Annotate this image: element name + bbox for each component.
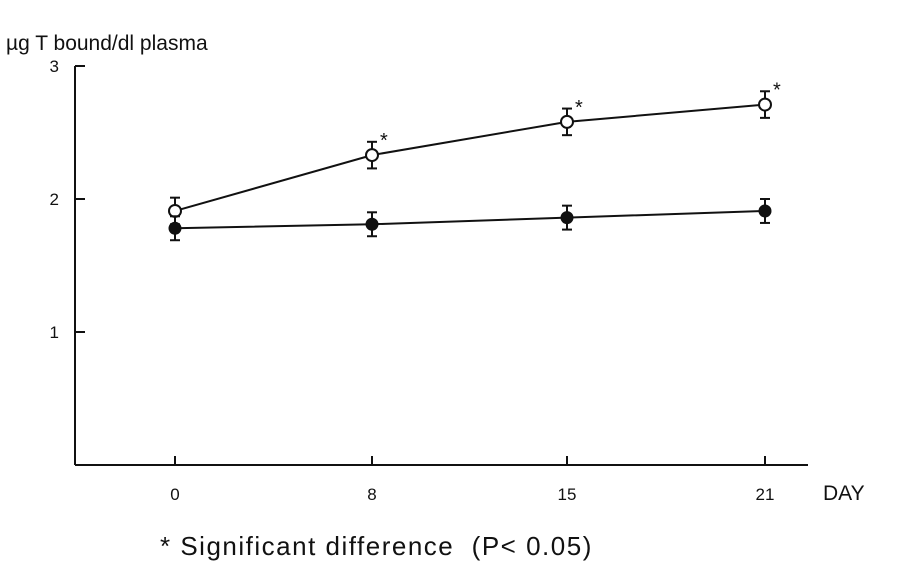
x-tick-label: 8 (367, 485, 376, 504)
data-point (758, 204, 772, 218)
data-point (758, 97, 772, 112)
x-tick-label: 15 (558, 485, 577, 504)
ticks: 1 2 3 0 8 15 21 (50, 57, 775, 504)
data-point (168, 221, 182, 235)
series-line (174, 103, 766, 212)
series-filled-circle (168, 198, 772, 242)
data-point (365, 217, 379, 231)
x-tick-label: 21 (756, 485, 775, 504)
y-axis-title: µg T bound/dl plasma (6, 32, 208, 55)
footnote: * Significant difference (P< 0.05) (160, 531, 593, 561)
axes (74, 66, 808, 466)
significance-marker: * (575, 97, 583, 119)
significance-marker: * (773, 80, 781, 102)
x-axis-title: DAY (823, 482, 865, 505)
data-point (365, 148, 379, 163)
series-layer: * * * (168, 80, 781, 242)
series-line (174, 209, 766, 230)
data-point (168, 203, 182, 218)
series-open-circle: * * * (168, 80, 781, 226)
y-tick-label: 1 (50, 323, 59, 342)
data-point (560, 211, 574, 225)
significance-marker: * (380, 130, 388, 152)
data-point (560, 114, 574, 129)
y-tick-label: 2 (50, 190, 59, 209)
y-tick-label: 3 (50, 57, 59, 76)
x-tick-label: 0 (170, 485, 179, 504)
